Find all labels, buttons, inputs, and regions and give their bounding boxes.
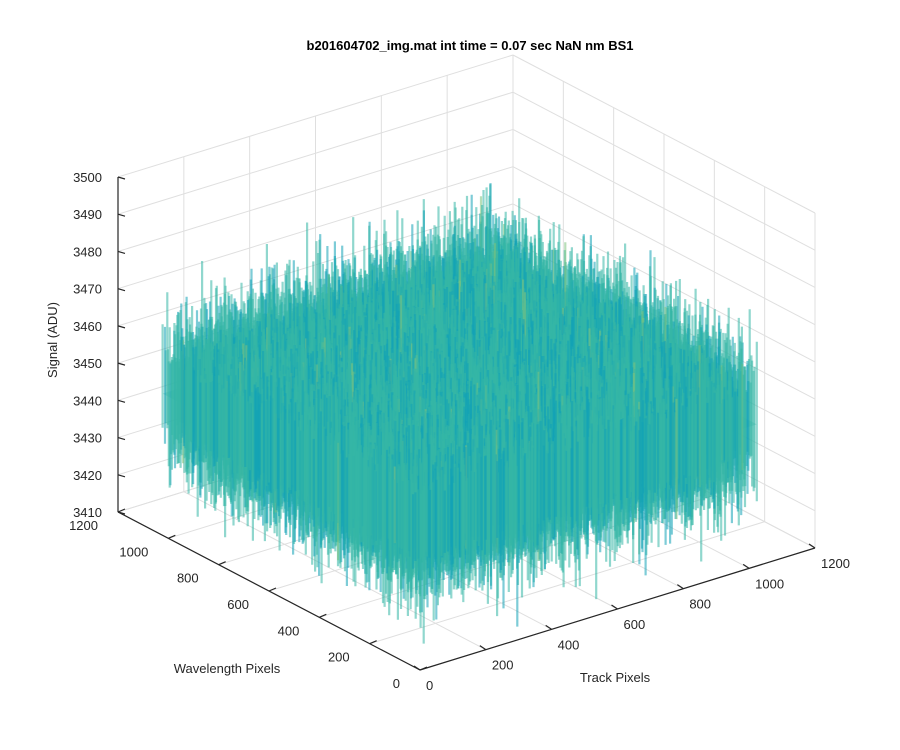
back-wall-grid-line <box>117 128 514 252</box>
back-wall-grid-line <box>117 91 514 215</box>
side-wall-grid-line <box>512 129 816 288</box>
side-wall-grid-line <box>512 203 816 363</box>
side-wall-grid-line <box>512 166 816 326</box>
side-wall-grid-line <box>512 91 816 251</box>
floor-grid-line <box>369 521 765 645</box>
back-wall-grid-line <box>117 166 514 290</box>
surface-mesh <box>161 183 758 644</box>
back-wall-grid-line <box>117 54 514 178</box>
side-wall-grid-line <box>512 54 816 214</box>
